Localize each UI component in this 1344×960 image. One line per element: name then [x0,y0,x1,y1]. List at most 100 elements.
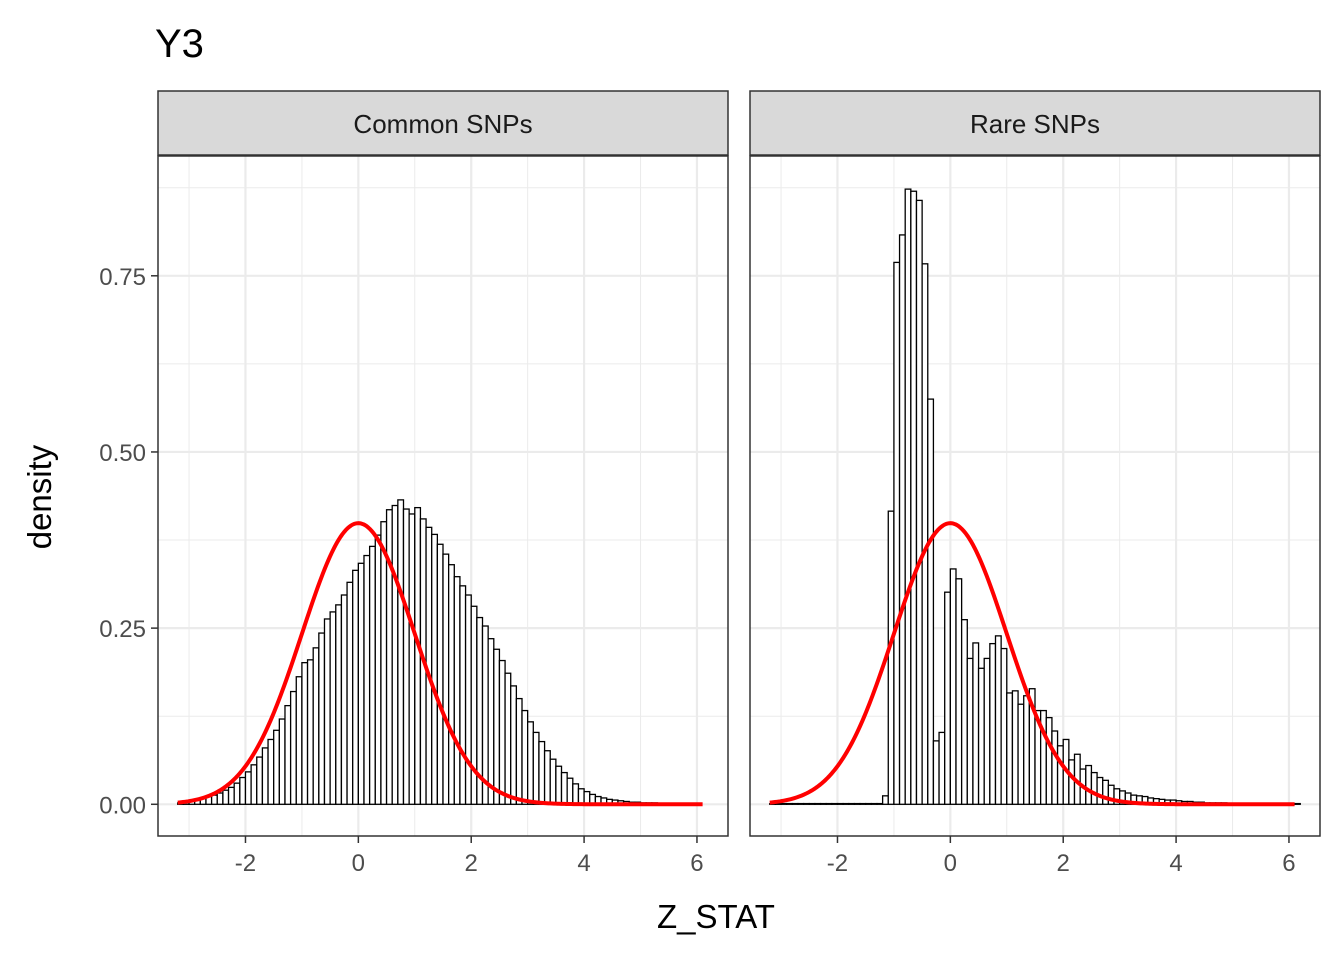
histogram-bar [414,506,422,805]
histogram-bar [504,672,512,805]
x-tick-label: 6 [690,850,703,877]
panels-layer: Common SNPs -2 0 2 4 6 Rare SNPs -2 0 2 4 6 [157,90,1321,877]
histogram-bar [549,758,557,805]
histogram-bar [960,619,968,805]
histogram-bar [487,638,495,805]
histogram-bar [380,521,388,805]
x-tick-label: 2 [1057,850,1070,877]
histogram-bar [284,704,292,805]
histogram-bar [797,802,805,805]
histogram-bar [786,802,793,805]
histogram-bar [983,657,991,805]
histogram-bars [769,188,1301,805]
histogram-bar [825,802,833,805]
histogram-bar [357,562,365,805]
histogram-bar [340,594,348,805]
histogram-bar [510,685,518,805]
histogram-bar [1017,703,1025,805]
histogram-bar [397,499,405,805]
histogram-bar [831,802,839,805]
y-tick-label: 0.50 [99,440,146,467]
histogram-bar [261,747,269,805]
y-axis-title: density [21,444,58,549]
histogram-bar [921,263,929,805]
histogram-bar [814,802,822,805]
histogram-bar [876,802,884,805]
histogram-bar [1045,716,1053,805]
x-axis-title: Z_STAT [657,898,775,935]
histogram-bar [910,190,918,805]
x-tick-label: 0 [352,850,365,877]
histogram-bar [977,667,985,805]
histogram-bar [391,504,399,805]
normal-density-curve [769,521,1295,807]
histogram-bar [802,802,810,805]
histogram-bar [289,690,297,805]
histogram-bar [932,740,940,805]
histogram-bar [927,398,935,805]
histogram-bar [808,802,816,805]
histogram-bar [881,795,889,805]
histogram-bar [853,802,861,805]
facet-strip-label: Common SNPs [353,109,532,139]
y-tick-label: 0.25 [99,616,146,643]
facet-strip [749,90,1321,156]
histogram-bar [227,786,235,805]
histogram-bar [352,569,359,805]
panel-plot-area [750,156,1320,836]
histogram-bar [532,731,540,805]
histogram-bar [216,792,224,805]
histogram-bar [222,789,230,805]
histogram-bar [278,718,286,805]
histogram-bar [368,545,376,805]
histogram-bar [1051,730,1059,805]
histogram-bar [447,564,455,805]
histogram-bar [301,662,309,805]
histogram-bar [335,604,343,805]
histogram-bar [842,802,850,805]
histogram-bar [346,581,354,805]
histogram-bar [904,188,912,805]
histogram-bar [577,788,585,805]
histogram-bar [1000,647,1008,805]
histogram-bar [898,234,906,805]
histogram-bar [791,802,799,805]
histogram-bar [865,802,872,805]
histogram-bar [527,721,534,805]
histogram-bar [408,513,416,805]
histogram-bar [972,642,980,805]
panel-border [749,155,1321,837]
histogram-bar [1096,776,1104,805]
histogram-bar [521,709,529,805]
histogram-bar [966,657,974,805]
histogram-bar [273,729,280,805]
histogram-bar [453,576,461,805]
histogram-bar [819,802,827,805]
histogram-bar [323,618,331,805]
histogram-bar [442,553,450,805]
panel-rare-snps: Rare SNPs -2 0 2 4 6 [749,90,1321,877]
x-tick-label: 6 [1282,850,1295,877]
histogram-bar [1006,692,1014,805]
histogram-bar [566,777,574,805]
histogram-bar [306,659,314,805]
y-axis: 0.00 0.25 0.50 0.75 [99,264,158,819]
histogram-bar [498,659,506,805]
histogram-bar [256,756,264,805]
x-tick-label: -2 [827,850,848,877]
histogram-bar [374,534,382,805]
histogram-bar [312,647,320,805]
histogram-bar [436,543,444,805]
y-tick-label: 0.00 [99,792,146,819]
histogram-bar [836,802,844,805]
x-tick-label: 0 [944,850,957,877]
histogram-bar [944,591,951,805]
x-tick-label: 4 [1169,850,1182,877]
histogram-bar [555,765,563,805]
histogram-bar [780,802,788,805]
histogram-bar [870,802,878,805]
histogram-bar [887,510,895,805]
x-tick-label: -2 [235,850,256,877]
histogram-bar [493,648,501,805]
